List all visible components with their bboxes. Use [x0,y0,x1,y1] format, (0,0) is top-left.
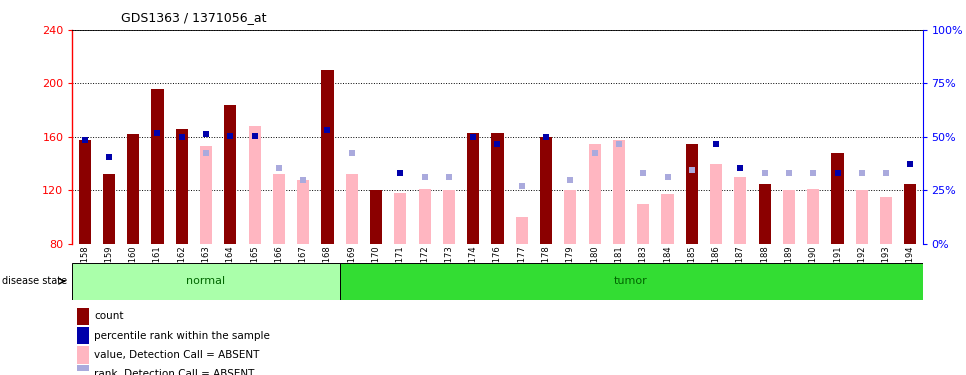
Text: rank, Detection Call = ABSENT: rank, Detection Call = ABSENT [95,369,255,375]
Bar [904,184,917,244]
Bar [612,140,625,244]
Bar [442,190,455,244]
Bar [370,190,383,244]
Bar [540,137,553,244]
Bar [856,190,867,244]
Text: disease state: disease state [2,276,67,286]
Text: normal: normal [186,276,226,286]
Bar [588,144,601,244]
Bar [782,190,795,244]
Bar [564,190,577,244]
Bar [128,134,139,244]
Text: tumor: tumor [614,276,648,286]
Bar [272,174,285,244]
Bar [394,193,407,244]
Bar [102,174,115,244]
Text: percentile rank within the sample: percentile rank within the sample [95,330,270,340]
Bar [686,144,697,244]
Bar [298,180,309,244]
Bar [322,70,333,244]
Bar [734,177,747,244]
Text: GDS1363 / 1371056_at: GDS1363 / 1371056_at [121,11,267,24]
Bar [468,133,479,244]
Bar [77,308,90,326]
Bar [516,217,527,244]
Bar [78,140,91,244]
Bar [77,327,90,345]
Bar [77,365,90,375]
Bar [248,126,261,244]
Bar [152,89,163,244]
Bar [340,262,923,300]
Bar [200,146,213,244]
Bar [418,189,431,244]
Text: count: count [95,311,124,321]
Bar [492,133,503,244]
Bar [662,194,673,244]
Bar [77,346,90,364]
Bar [758,184,771,244]
Bar [72,262,340,300]
Bar [832,153,843,244]
Text: value, Detection Call = ABSENT: value, Detection Call = ABSENT [95,350,260,360]
Bar [638,204,649,244]
Bar [176,129,187,244]
Bar [710,164,723,244]
Bar [880,197,893,244]
Bar [224,105,237,244]
Bar [346,174,357,244]
Bar [808,189,819,244]
